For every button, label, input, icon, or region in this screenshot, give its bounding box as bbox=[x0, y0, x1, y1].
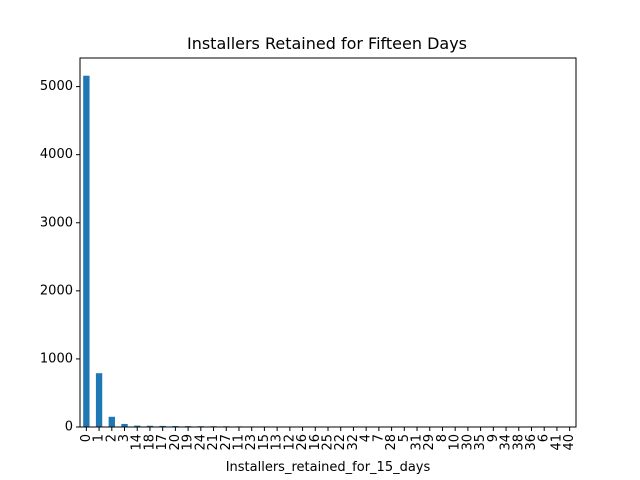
x-tick-label-40: 40 bbox=[562, 434, 577, 451]
x-tick-label-7: 7 bbox=[371, 434, 386, 442]
x-tick-label-25: 25 bbox=[321, 434, 336, 451]
x-tick-label-36: 36 bbox=[524, 434, 539, 451]
x-tick-label-9: 9 bbox=[486, 434, 501, 442]
x-tick-label-14: 14 bbox=[130, 434, 145, 451]
x-tick-label-18: 18 bbox=[142, 434, 157, 451]
plot-frame bbox=[79, 57, 577, 428]
x-tick-label-10: 10 bbox=[448, 434, 463, 451]
x-tick-label-4: 4 bbox=[359, 434, 374, 442]
y-tick-label-1000: 1000 bbox=[40, 351, 73, 366]
bar-1 bbox=[95, 373, 103, 427]
x-tick-label-26: 26 bbox=[295, 434, 310, 451]
x-tick-label-35: 35 bbox=[473, 434, 488, 451]
x-tick-label-38: 38 bbox=[511, 434, 526, 451]
x-tick-label-5: 5 bbox=[397, 434, 412, 442]
x-tick-label-15: 15 bbox=[257, 434, 272, 451]
chart-title: Installers Retained for Fifteen Days bbox=[187, 34, 467, 53]
x-tick-label-13: 13 bbox=[270, 434, 285, 451]
bars-group bbox=[83, 75, 573, 427]
x-tick-label-12: 12 bbox=[282, 434, 297, 451]
bar-3 bbox=[121, 423, 128, 427]
x-axis: 0123141817201924212711231513122616252232… bbox=[79, 427, 577, 451]
x-tick-label-30: 30 bbox=[460, 434, 475, 451]
x-tick-label-19: 19 bbox=[181, 434, 196, 451]
x-tick-label-22: 22 bbox=[333, 434, 348, 451]
x-tick-label-11: 11 bbox=[231, 434, 246, 451]
y-tick-label-0: 0 bbox=[65, 420, 73, 435]
bar-14 bbox=[134, 425, 141, 427]
x-tick-label-24: 24 bbox=[193, 434, 208, 451]
x-tick-label-1: 1 bbox=[92, 434, 107, 442]
bar-0 bbox=[83, 75, 90, 427]
x-tick-label-16: 16 bbox=[308, 434, 323, 451]
x-tick-label-27: 27 bbox=[219, 434, 234, 451]
y-tick-label-4000: 4000 bbox=[40, 147, 73, 162]
y-axis: 0 1000 2000 3000 4000 5000 bbox=[40, 79, 80, 435]
x-tick-label-3: 3 bbox=[117, 434, 132, 442]
bar-2 bbox=[108, 416, 115, 427]
x-tick-label-2: 2 bbox=[104, 434, 119, 442]
bar-17 bbox=[159, 425, 166, 427]
x-tick-label-28: 28 bbox=[384, 434, 399, 451]
x-tick-label-0: 0 bbox=[79, 434, 94, 442]
x-tick-label-32: 32 bbox=[346, 434, 361, 451]
x-tick-label-41: 41 bbox=[549, 434, 564, 451]
x-tick-label-31: 31 bbox=[410, 434, 425, 451]
x-axis-label: Installers_retained_for_15_days bbox=[226, 460, 431, 475]
y-tick-label-3000: 3000 bbox=[40, 215, 73, 230]
x-tick-label-23: 23 bbox=[244, 434, 259, 451]
y-tick-label-5000: 5000 bbox=[40, 79, 73, 94]
x-tick-label-8: 8 bbox=[435, 434, 450, 442]
bar-18 bbox=[146, 425, 154, 427]
x-tick-label-6: 6 bbox=[537, 434, 552, 442]
x-tick-label-20: 20 bbox=[168, 434, 183, 451]
x-tick-label-17: 17 bbox=[155, 434, 170, 451]
x-tick-label-21: 21 bbox=[206, 434, 221, 451]
x-tick-label-29: 29 bbox=[422, 434, 437, 451]
x-tick-label-34: 34 bbox=[499, 434, 514, 451]
y-tick-label-2000: 2000 bbox=[40, 283, 73, 298]
